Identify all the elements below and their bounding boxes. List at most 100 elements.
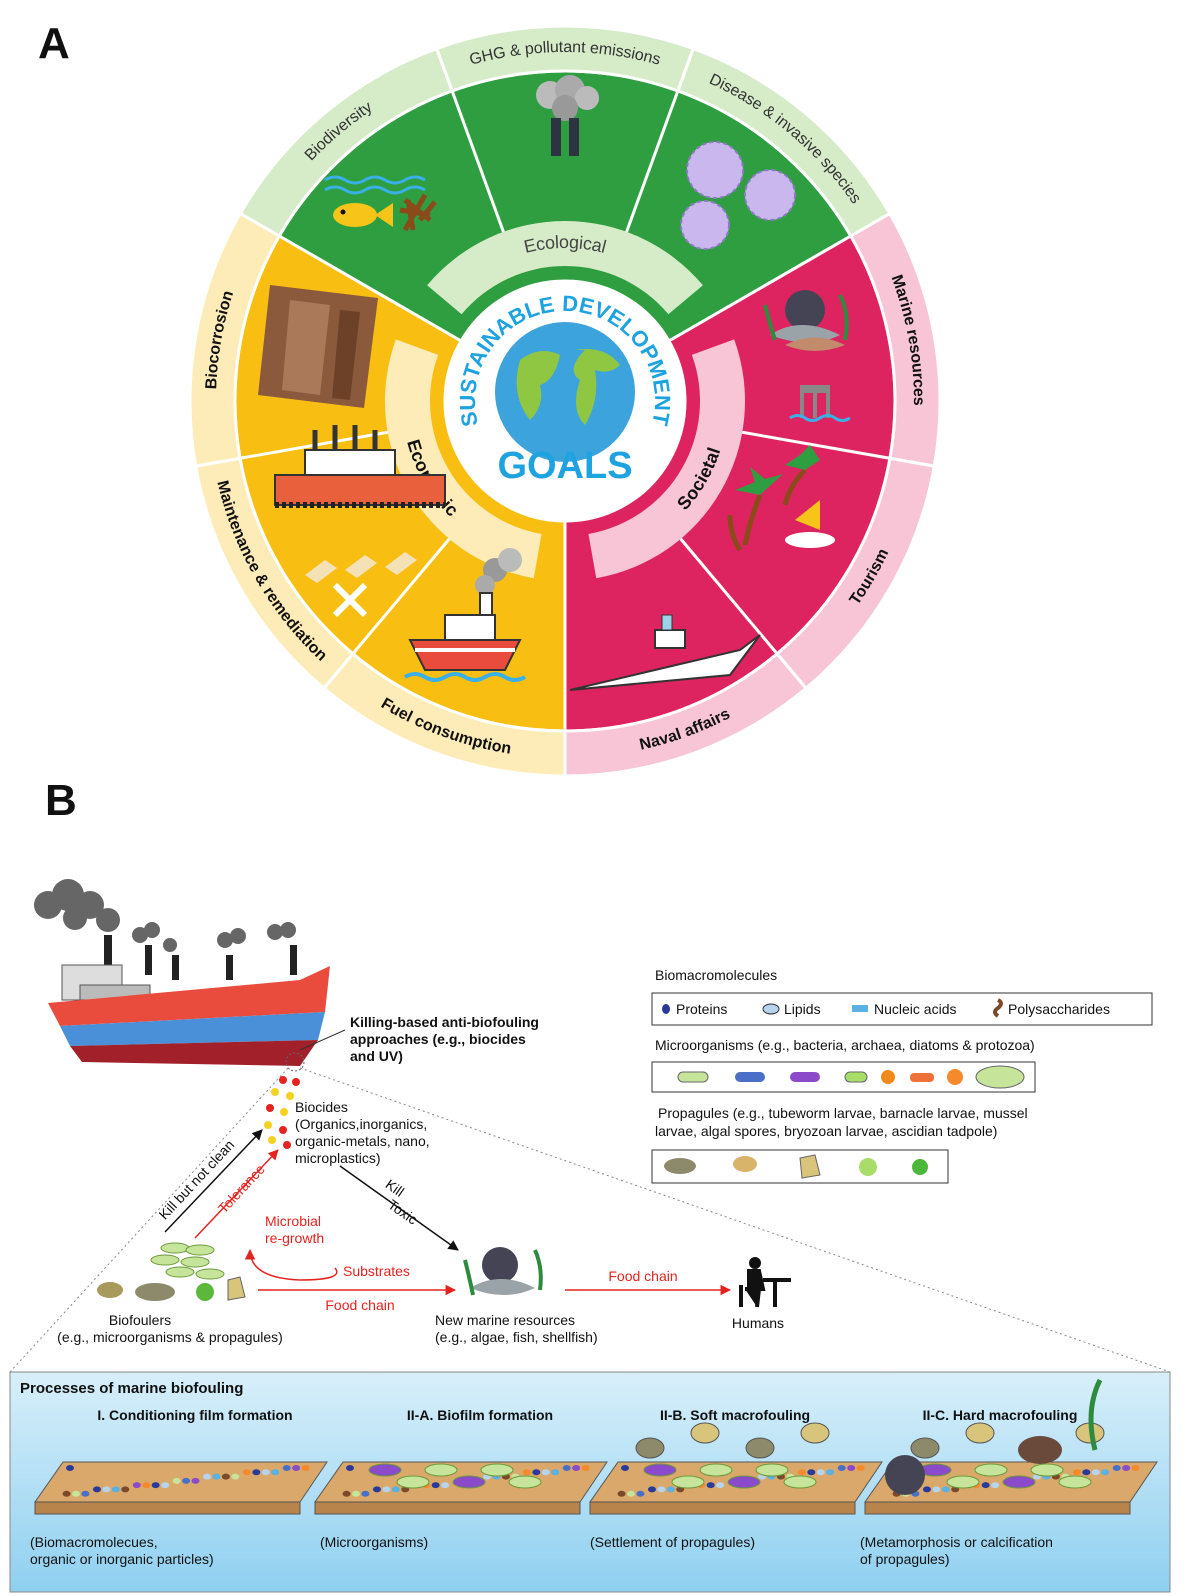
- particle: [66, 1465, 74, 1471]
- note-line: approaches (e.g., biocides: [350, 1031, 526, 1047]
- particle: [132, 1482, 141, 1489]
- arrow-label: Microbial: [265, 1213, 321, 1229]
- arrow-label: Toxic: [385, 1196, 420, 1227]
- particle: [372, 1486, 381, 1493]
- particle: [182, 1477, 191, 1484]
- humans-label: Humans: [732, 1315, 784, 1331]
- microbe: [1002, 1475, 1036, 1489]
- particle: [271, 1469, 280, 1476]
- marine-resources-icon: [463, 1247, 543, 1296]
- particle: [1122, 1465, 1131, 1471]
- stage-caption: (Microorganisms): [320, 1534, 428, 1550]
- particle: [666, 1486, 675, 1493]
- particle: [212, 1473, 221, 1480]
- shell: [1018, 1436, 1062, 1464]
- propagule: [690, 1422, 720, 1444]
- resources-label: New marine resources: [435, 1312, 575, 1328]
- particle: [231, 1473, 240, 1480]
- biocides-line: organic-metals, nano,: [295, 1133, 430, 1149]
- fuel-ship-icon: [403, 548, 527, 682]
- process-title: Processes of marine biofouling: [20, 1380, 243, 1397]
- particle: [991, 1482, 1000, 1489]
- particle: [941, 1486, 950, 1493]
- particle: [111, 1486, 120, 1493]
- microbe: [1030, 1463, 1064, 1477]
- note-line: and UV): [350, 1048, 403, 1064]
- microbe: [508, 1475, 542, 1489]
- substrate-front: [314, 1501, 581, 1515]
- propagule: [745, 1437, 775, 1459]
- substrate-front: [34, 1501, 301, 1515]
- particle: [617, 1490, 626, 1497]
- divider: [322, 537, 451, 690]
- alga: [1088, 1378, 1103, 1451]
- particle: [242, 1469, 251, 1476]
- particle: [837, 1465, 846, 1471]
- particle: [1082, 1469, 1091, 1476]
- biocides-line: Biocides: [295, 1099, 348, 1115]
- legend-box: [651, 1061, 1036, 1093]
- particle: [71, 1490, 80, 1497]
- particle: [706, 1482, 715, 1489]
- particle: [1131, 1465, 1140, 1471]
- microbe: [480, 1463, 514, 1477]
- ship: [34, 879, 330, 1072]
- note-line: Killing-based anti-biofouling: [350, 1014, 539, 1030]
- corrosion-icon: [258, 285, 378, 408]
- substrate-front: [589, 1501, 856, 1515]
- particle: [562, 1465, 571, 1471]
- microbe: [396, 1475, 430, 1489]
- arrow-label: Food chain: [608, 1268, 677, 1284]
- microbe: [368, 1463, 402, 1477]
- particle: [151, 1482, 160, 1489]
- microbe: [755, 1463, 789, 1477]
- particle: [1101, 1469, 1110, 1476]
- particle: [981, 1482, 990, 1489]
- propagule: [800, 1422, 830, 1444]
- particle: [203, 1473, 212, 1480]
- particle: [716, 1482, 725, 1489]
- goals-text: GOALS: [497, 445, 632, 487]
- arrow-label: Tolerance: [215, 1161, 268, 1216]
- propagule: [635, 1437, 665, 1459]
- particle: [1091, 1469, 1100, 1476]
- microbe: [783, 1475, 817, 1489]
- particle: [342, 1490, 351, 1497]
- particle: [351, 1490, 360, 1497]
- particle: [161, 1482, 170, 1489]
- biodiversity-icon: [324, 175, 437, 232]
- emissions-icon: [536, 75, 599, 156]
- legend-title: Biomacromolecules: [655, 967, 777, 983]
- propagule: [965, 1422, 995, 1444]
- legend-box: [651, 992, 1153, 1026]
- particle: [142, 1482, 151, 1489]
- particle: [382, 1486, 391, 1493]
- legend-title: Propagules (e.g., tubeworm larvae, barna…: [658, 1105, 1028, 1121]
- legend-item: Polysaccharides: [1008, 1001, 1110, 1017]
- legend-item: Nucleic acids: [874, 1001, 956, 1017]
- stage-caption: (Settlement of propagules): [590, 1534, 755, 1550]
- particle: [807, 1469, 816, 1476]
- microbe-icons: [677, 1065, 1025, 1089]
- center-goals: GOALS SUSTAINABLE DEVELOPMENT: [445, 281, 685, 521]
- stage-title: II-B. Soft macrofouling: [660, 1407, 810, 1423]
- aspect-band: [188, 211, 282, 468]
- microbe: [452, 1475, 486, 1489]
- particle: [391, 1486, 400, 1493]
- biocide-dots: [264, 1076, 300, 1149]
- particle: [847, 1465, 856, 1471]
- maintenance-icon: [274, 425, 446, 618]
- microbe: [1058, 1475, 1092, 1489]
- human-icon: [739, 1257, 791, 1308]
- legend-title: Microorganisms (e.g., bacteria, archaea,…: [655, 1037, 1035, 1053]
- microbe: [727, 1475, 761, 1489]
- biofoulers-label: Biofoulers: [109, 1312, 171, 1328]
- divider: [435, 48, 505, 233]
- legend-box: [651, 1149, 949, 1184]
- particle: [572, 1465, 581, 1471]
- particle: [826, 1469, 835, 1476]
- particle: [62, 1490, 71, 1497]
- particle: [581, 1465, 590, 1471]
- particle: [221, 1473, 230, 1480]
- particle: [1072, 1469, 1081, 1476]
